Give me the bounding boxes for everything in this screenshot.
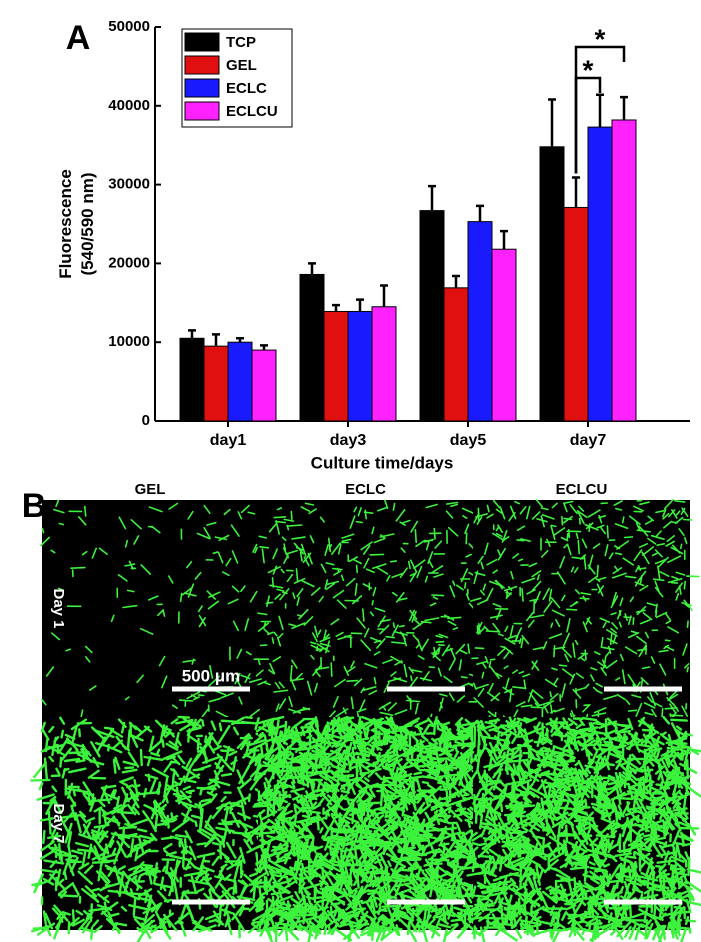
micrograph xyxy=(42,500,258,717)
x-tick-label: day1 xyxy=(210,432,247,449)
micrograph-texture xyxy=(452,716,701,942)
x-tick-label: day3 xyxy=(330,432,367,449)
column-label: ECLC xyxy=(345,481,386,498)
bar xyxy=(227,341,253,422)
bar xyxy=(371,306,397,422)
error-bar xyxy=(548,98,556,147)
error-bar xyxy=(500,229,508,250)
error-bar xyxy=(236,337,244,343)
error-bar xyxy=(188,329,196,339)
error-bar xyxy=(428,184,436,211)
panel-label: A xyxy=(66,19,91,57)
significance-label: * xyxy=(595,23,606,54)
error-bar xyxy=(572,176,580,208)
bar xyxy=(563,206,589,422)
significance-label: * xyxy=(583,54,594,85)
micrograph-texture xyxy=(468,499,700,727)
bar xyxy=(323,310,349,422)
bar xyxy=(539,146,565,422)
error-bar xyxy=(308,262,316,275)
x-tick-label: day7 xyxy=(570,432,607,449)
y-tick-label: 0 xyxy=(142,412,150,429)
y-axis-label: Fluorescence (540/590 nm) xyxy=(56,169,97,279)
bar xyxy=(587,126,613,422)
legend-swatch xyxy=(184,32,220,52)
y-tick-label: 40000 xyxy=(108,97,150,114)
micrograph-texture xyxy=(30,715,274,942)
y-axis-label-line: (540/590 nm) xyxy=(78,173,97,276)
error-bar xyxy=(260,344,268,351)
row-label: Day 7 xyxy=(50,803,67,843)
row-label: Day 1 xyxy=(50,588,67,628)
bar xyxy=(611,119,637,422)
bar xyxy=(179,337,205,422)
x-tick-label: day5 xyxy=(450,432,487,449)
bar xyxy=(491,248,517,422)
y-tick-label: 10000 xyxy=(108,333,150,350)
legend-swatch xyxy=(184,78,220,98)
bar xyxy=(251,349,277,422)
legend-swatch xyxy=(184,55,220,75)
y-axis-label-line: Fluorescence xyxy=(56,169,75,279)
error-bar xyxy=(620,95,628,120)
error-bar xyxy=(356,298,364,312)
y-tick-label: 50000 xyxy=(108,18,150,35)
x-axis-label: Culture time/days xyxy=(311,453,454,472)
error-bar xyxy=(596,93,604,128)
error-bar xyxy=(332,303,340,312)
bar xyxy=(467,221,493,422)
micrograph-texture xyxy=(40,499,258,722)
column-label: GEL xyxy=(135,481,166,498)
y-tick-label: 30000 xyxy=(108,176,150,193)
y-tick-label: 20000 xyxy=(108,254,150,271)
micrograph-texture xyxy=(245,715,490,942)
column-label: ECLCU xyxy=(556,481,608,498)
bar xyxy=(347,310,373,422)
bar xyxy=(299,273,325,422)
legend-label: ECLCU xyxy=(226,103,278,120)
error-bar xyxy=(452,274,460,288)
scale-label: 500 μm xyxy=(182,666,241,685)
error-bar xyxy=(380,284,388,307)
legend-swatch xyxy=(184,101,220,121)
error-bar xyxy=(212,333,220,347)
error-bar xyxy=(476,204,484,222)
legend-label: TCP xyxy=(226,34,256,51)
legend-label: ECLC xyxy=(226,80,267,97)
bar xyxy=(443,287,469,422)
bar xyxy=(203,345,229,422)
bar xyxy=(419,210,445,422)
significance-bracket xyxy=(574,45,626,174)
legend-label: GEL xyxy=(226,57,257,74)
